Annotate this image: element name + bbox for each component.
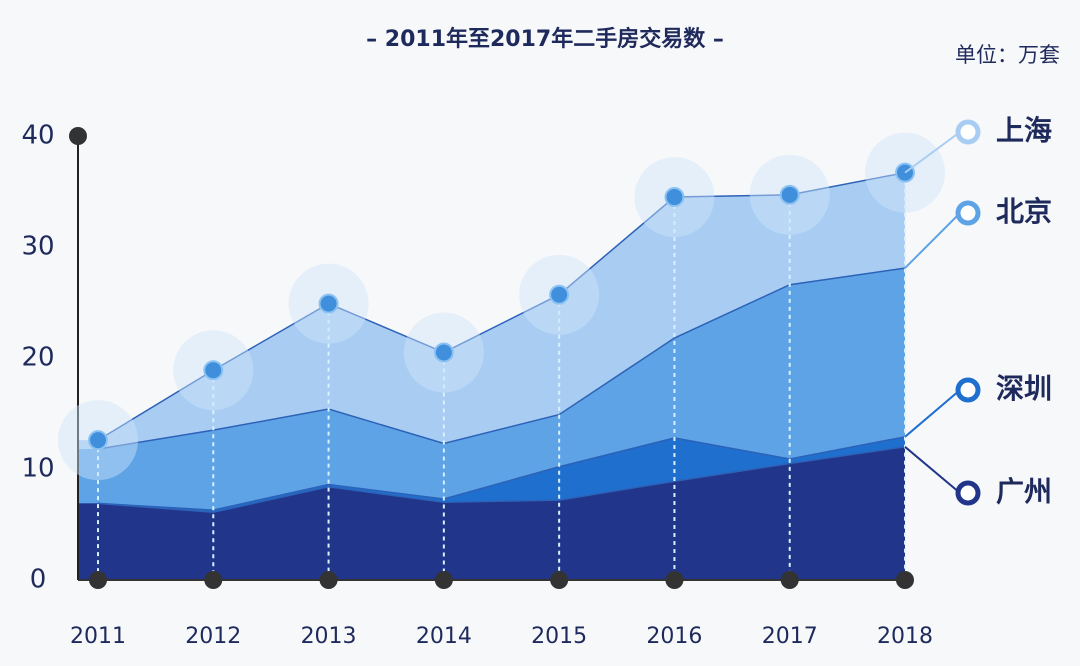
x-tick-label: 2016 xyxy=(646,624,702,649)
unit-label: 单位：万套 xyxy=(955,43,1060,67)
legend-marker xyxy=(955,200,981,226)
y-tick-label: 20 xyxy=(21,343,54,373)
point xyxy=(88,430,108,451)
point xyxy=(433,342,454,363)
point xyxy=(549,284,570,305)
x-tick-label: 2014 xyxy=(416,624,472,649)
x-tick-label: 2017 xyxy=(762,624,818,649)
legend-label: 上海 xyxy=(996,114,1052,147)
y-tick-label: 40 xyxy=(21,121,54,151)
line xyxy=(97,436,906,511)
legend-leader xyxy=(904,446,961,494)
legend-leader xyxy=(904,389,961,438)
axis-cap xyxy=(69,127,87,145)
legend-label: 北京 xyxy=(996,195,1052,228)
x-tick-label: 2013 xyxy=(301,624,357,649)
y-tick-label: 30 xyxy=(21,232,54,262)
chart-title: – 2011年至2017年二手房交易数 – xyxy=(366,26,724,52)
line xyxy=(97,446,906,514)
legend-leader xyxy=(904,212,961,269)
x-tick-label: 2018 xyxy=(877,624,933,649)
legend-marker xyxy=(955,377,981,403)
line xyxy=(97,267,906,450)
x-tick-label: 2015 xyxy=(531,624,587,649)
x-tick-label: 2012 xyxy=(185,624,241,649)
point xyxy=(779,184,800,205)
legend-label: 广州 xyxy=(996,475,1052,508)
y-tick-label: 0 xyxy=(30,565,47,595)
line xyxy=(97,171,906,441)
legend-marker xyxy=(955,119,981,145)
legend-label: 深圳 xyxy=(996,372,1052,405)
point xyxy=(664,187,685,208)
legend-leader xyxy=(904,131,961,174)
point xyxy=(203,360,224,381)
point xyxy=(318,293,339,314)
area xyxy=(78,446,905,580)
legend-marker xyxy=(955,480,981,506)
y-tick-label: 10 xyxy=(21,454,54,484)
x-tick-label: 2011 xyxy=(70,624,126,649)
